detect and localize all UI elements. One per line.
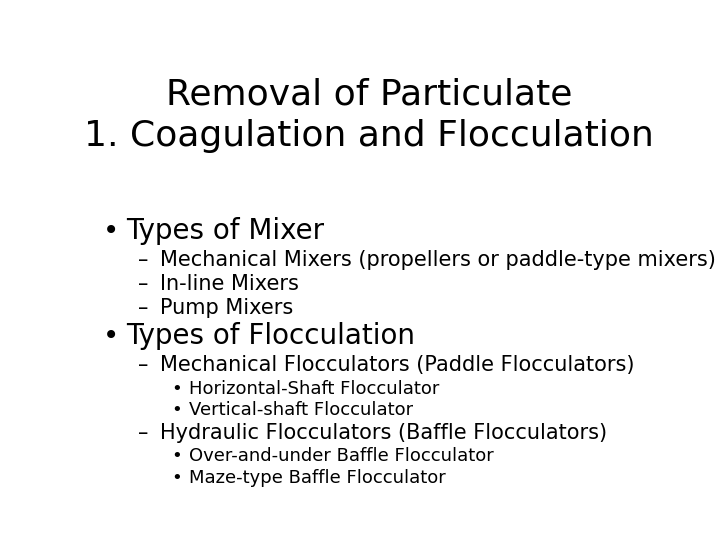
- Text: •: •: [103, 322, 120, 350]
- Text: •: •: [103, 217, 120, 245]
- Text: •: •: [171, 469, 182, 487]
- Text: In-line Mixers: In-line Mixers: [160, 274, 299, 294]
- Text: Mechanical Mixers (propellers or paddle-type mixers): Mechanical Mixers (propellers or paddle-…: [160, 250, 716, 270]
- Text: –: –: [138, 274, 148, 294]
- Text: Pump Mixers: Pump Mixers: [160, 298, 293, 318]
- Text: –: –: [138, 423, 148, 443]
- Text: Maze-type Baffle Flocculator: Maze-type Baffle Flocculator: [189, 469, 446, 487]
- Text: –: –: [138, 355, 148, 375]
- Text: •: •: [171, 401, 182, 419]
- Text: Vertical-shaft Flocculator: Vertical-shaft Flocculator: [189, 401, 413, 419]
- Text: Hydraulic Flocculators (Baffle Flocculators): Hydraulic Flocculators (Baffle Flocculat…: [160, 423, 607, 443]
- Text: •: •: [171, 380, 182, 397]
- Text: •: •: [171, 447, 182, 465]
- Text: –: –: [138, 250, 148, 270]
- Text: Mechanical Flocculators (Paddle Flocculators): Mechanical Flocculators (Paddle Floccula…: [160, 355, 634, 375]
- Text: Types of Mixer: Types of Mixer: [126, 217, 325, 245]
- Text: Removal of Particulate
1. Coagulation and Flocculation: Removal of Particulate 1. Coagulation an…: [84, 77, 654, 153]
- Text: Types of Flocculation: Types of Flocculation: [126, 322, 415, 350]
- Text: Over-and-under Baffle Flocculator: Over-and-under Baffle Flocculator: [189, 447, 494, 465]
- Text: Horizontal-Shaft Flocculator: Horizontal-Shaft Flocculator: [189, 380, 440, 397]
- Text: –: –: [138, 298, 148, 318]
